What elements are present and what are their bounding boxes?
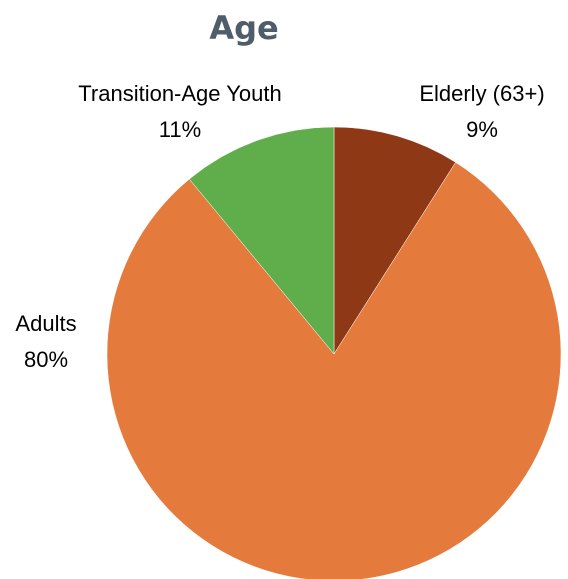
pie-slice (188, 126, 335, 355)
slice-value: 80% (24, 347, 68, 372)
slice-value: 11% (159, 117, 201, 142)
slice-value: 9% (466, 117, 498, 142)
slice-label: Elderly (63+) (419, 81, 544, 106)
slice-label: Adults (15, 311, 76, 336)
pie-slice (333, 126, 456, 355)
chart-title: Age (209, 9, 278, 47)
pie-slice (106, 161, 562, 579)
slice-label: Transition-Age Youth (78, 81, 281, 106)
